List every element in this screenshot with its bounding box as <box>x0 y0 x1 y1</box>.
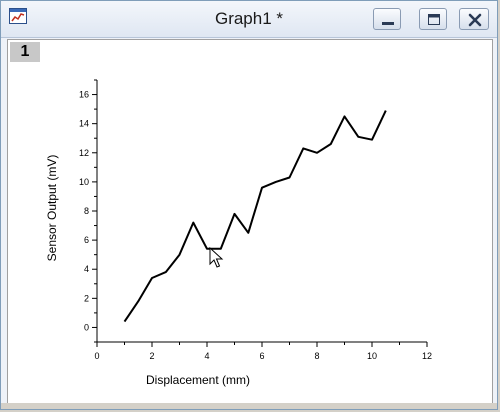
y-tick-label: 0 <box>84 322 89 332</box>
minimize-button[interactable] <box>373 8 401 30</box>
window-title: Graph1 * <box>214 9 284 28</box>
status-bar <box>1 403 497 409</box>
y-tick-label: 12 <box>79 148 89 158</box>
close-icon <box>468 13 482 27</box>
y-tick-label: 10 <box>79 177 89 187</box>
close-button[interactable] <box>459 8 489 30</box>
y-tick-label: 8 <box>84 206 89 216</box>
x-tick-label: 6 <box>259 351 264 361</box>
graph-window-icon[interactable] <box>9 8 27 24</box>
x-tick-label: 10 <box>367 351 377 361</box>
maximize-button[interactable] <box>419 8 447 30</box>
x-axis-label: Displacement (mm) <box>146 373 250 387</box>
maximize-icon <box>428 14 440 25</box>
x-tick-label: 0 <box>94 351 99 361</box>
minimize-icon <box>382 22 394 25</box>
x-tick-label: 12 <box>422 351 432 361</box>
layer-tab[interactable]: 1 <box>10 42 40 62</box>
line-chart[interactable]: 0 2 4 6 8 10 12 0 2 4 6 8 10 12 14 16 Displacement (mm)… <box>8 40 492 404</box>
series-line[interactable] <box>123 110 387 323</box>
x-tick-label: 8 <box>314 351 319 361</box>
y-tick-label: 4 <box>84 264 89 274</box>
mouse-pointer-icon <box>209 246 224 268</box>
title-bar[interactable]: Graph1 * <box>1 1 497 38</box>
graph-page[interactable]: 1 0 2 4 6 8 10 12 0 2 4 6 8 10 12 14 16 Displacement (m… <box>7 39 493 405</box>
y-tick-label: 2 <box>84 293 89 303</box>
y-axis-label: Sensor Output (mV) <box>45 155 59 262</box>
x-tick-label: 2 <box>149 351 154 361</box>
y-tick-label: 14 <box>79 119 89 129</box>
x-tick-label: 4 <box>204 351 209 361</box>
y-tick-label: 16 <box>79 90 89 100</box>
y-tick-label: 6 <box>84 235 89 245</box>
